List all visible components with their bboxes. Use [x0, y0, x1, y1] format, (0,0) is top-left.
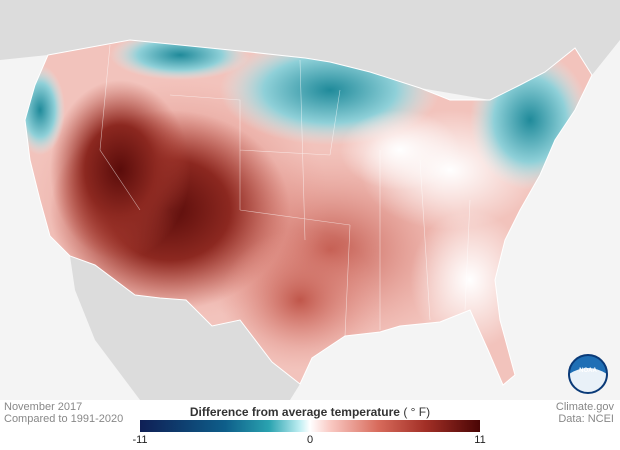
legend-tick-max: 11	[474, 434, 486, 446]
source-label: Data: NCEI	[558, 413, 614, 425]
legend-tick-min: -11	[132, 434, 148, 446]
legend-title: Difference from average temperature ( ° …	[140, 405, 480, 419]
temperature-anomaly-map: NOAA	[0, 0, 620, 400]
mexico-land	[70, 256, 300, 400]
baseline-label: Compared to 1991-2020	[4, 413, 124, 425]
map-info: November 2017 Compared to 1991-2020	[4, 401, 123, 425]
legend-tick-mid: 0	[306, 434, 314, 446]
legend-title-text: Difference from average temperature	[189, 405, 400, 419]
noaa-logo: NOAA	[568, 354, 608, 394]
state-borders	[99, 44, 471, 337]
date-label: November 2017	[4, 401, 83, 413]
legend-unit: ( ° F)	[403, 405, 431, 419]
svg-text:NOAA: NOAA	[579, 368, 597, 374]
canada-land	[0, 0, 620, 100]
credit-label: Climate.gov	[555, 401, 614, 413]
credits: Climate.gov Data: NCEI	[556, 401, 614, 425]
legend-color-bar	[140, 420, 480, 432]
